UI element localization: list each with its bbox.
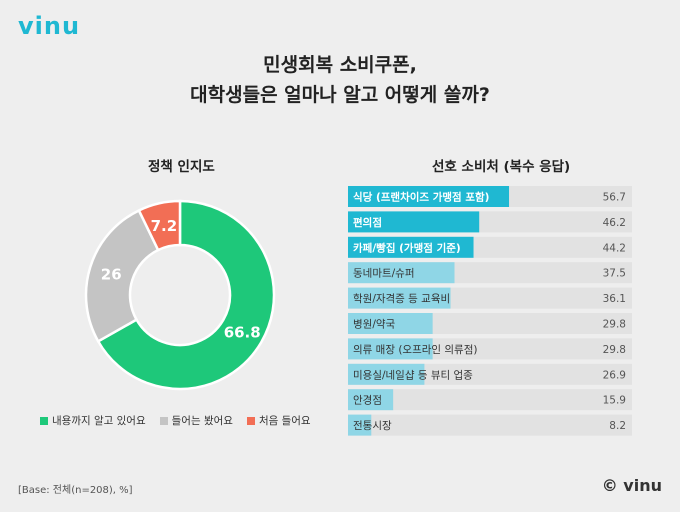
bar-category-label: 식당 (프랜차이즈 가맹점 포함)	[353, 191, 489, 204]
bar	[348, 262, 455, 284]
legend-label-known: 내용까지 알고 있어요	[52, 415, 146, 427]
legend-item-new: 처음 들어요	[246, 413, 311, 428]
donut-chart-title: 정책 인지도	[148, 159, 215, 175]
bar-value-label: 46.2	[603, 217, 626, 229]
legend-label-new: 처음 들어요	[258, 415, 311, 427]
bar-category-label: 병원/약국	[353, 319, 396, 331]
base-footnote: [Base: 전체(n=208), %]	[18, 485, 133, 496]
bar	[348, 338, 433, 360]
donut-label-new: 7.2	[151, 217, 178, 235]
bar-track	[348, 389, 632, 411]
bar	[348, 236, 474, 258]
copyright-mark: © vinu	[601, 476, 662, 495]
bar-value-label: 29.8	[603, 344, 626, 356]
bar-value-label: 8.2	[609, 420, 626, 432]
title-line-2: 대학생들은 얼마나 알고 어떻게 쓸까?	[190, 84, 490, 106]
donut-chart: 66.8 26 7.2	[84, 199, 276, 391]
legend-item-heard: 들어는 봤어요	[159, 413, 233, 428]
donut-slice-heard	[84, 208, 160, 344]
legend-swatch-known	[40, 416, 48, 425]
bar-category-label: 동네마트/슈퍼	[353, 268, 415, 280]
donut-label-known: 66.8	[224, 323, 261, 341]
bar	[348, 186, 510, 207]
vinu-logo: vinu	[18, 12, 81, 40]
bar	[348, 414, 372, 436]
bar-category-label: 편의점	[353, 216, 382, 229]
bar-value-label: 26.9	[603, 369, 626, 381]
bar-category-label: 카페/빵집 (가맹점 기준)	[353, 241, 461, 254]
legend-label-heard: 들어는 봤어요	[171, 415, 233, 427]
bar-category-label: 미용실/네일샵 등 뷰티 업종	[353, 368, 473, 381]
bar-category-label: 전통시장	[353, 420, 392, 432]
bar-value-label: 44.2	[603, 242, 626, 254]
bar-chart-title: 선호 소비처 (복수 응답)	[432, 159, 571, 175]
donut-slice-new	[137, 199, 182, 252]
bar-category-label: 의류 매장 (오프라인 의류점)	[353, 344, 477, 356]
bar-category-label: 학원/자격증 등 교육비	[353, 292, 450, 305]
legend-swatch-heard	[159, 416, 168, 425]
bar-value-label: 37.5	[603, 268, 626, 280]
bar-value-label: 29.8	[603, 319, 626, 331]
bar	[348, 211, 480, 233]
donut-slice-known	[96, 199, 276, 391]
bar	[348, 363, 425, 385]
legend-item-known: 내용까지 알고 있어요	[40, 413, 146, 428]
donut-legend: 내용까지 알고 있어요 들어는 봤어요 처음 들어요	[40, 413, 311, 428]
bar-value-label: 15.9	[603, 395, 626, 407]
bar	[348, 313, 433, 334]
bar-value-label: 36.1	[603, 293, 626, 305]
title-line-1: 민생회복 소비쿠폰,	[263, 54, 417, 76]
legend-swatch-new	[246, 416, 255, 425]
donut-label-heard: 26	[101, 266, 122, 284]
bar-chart: 식당 (프랜차이즈 가맹점 포함) 56.7 편의점 46.2 카페/빵집 (가맹점 기…	[348, 186, 632, 436]
bar	[348, 389, 394, 411]
page-title: 민생회복 소비쿠폰, 대학생들은 얼마나 알고 어떻게 쓸까?	[0, 50, 680, 110]
bar-track	[348, 414, 632, 436]
bar	[348, 287, 451, 309]
bar-value-label: 56.7	[603, 192, 626, 204]
bar-category-label: 안경점	[353, 394, 382, 407]
